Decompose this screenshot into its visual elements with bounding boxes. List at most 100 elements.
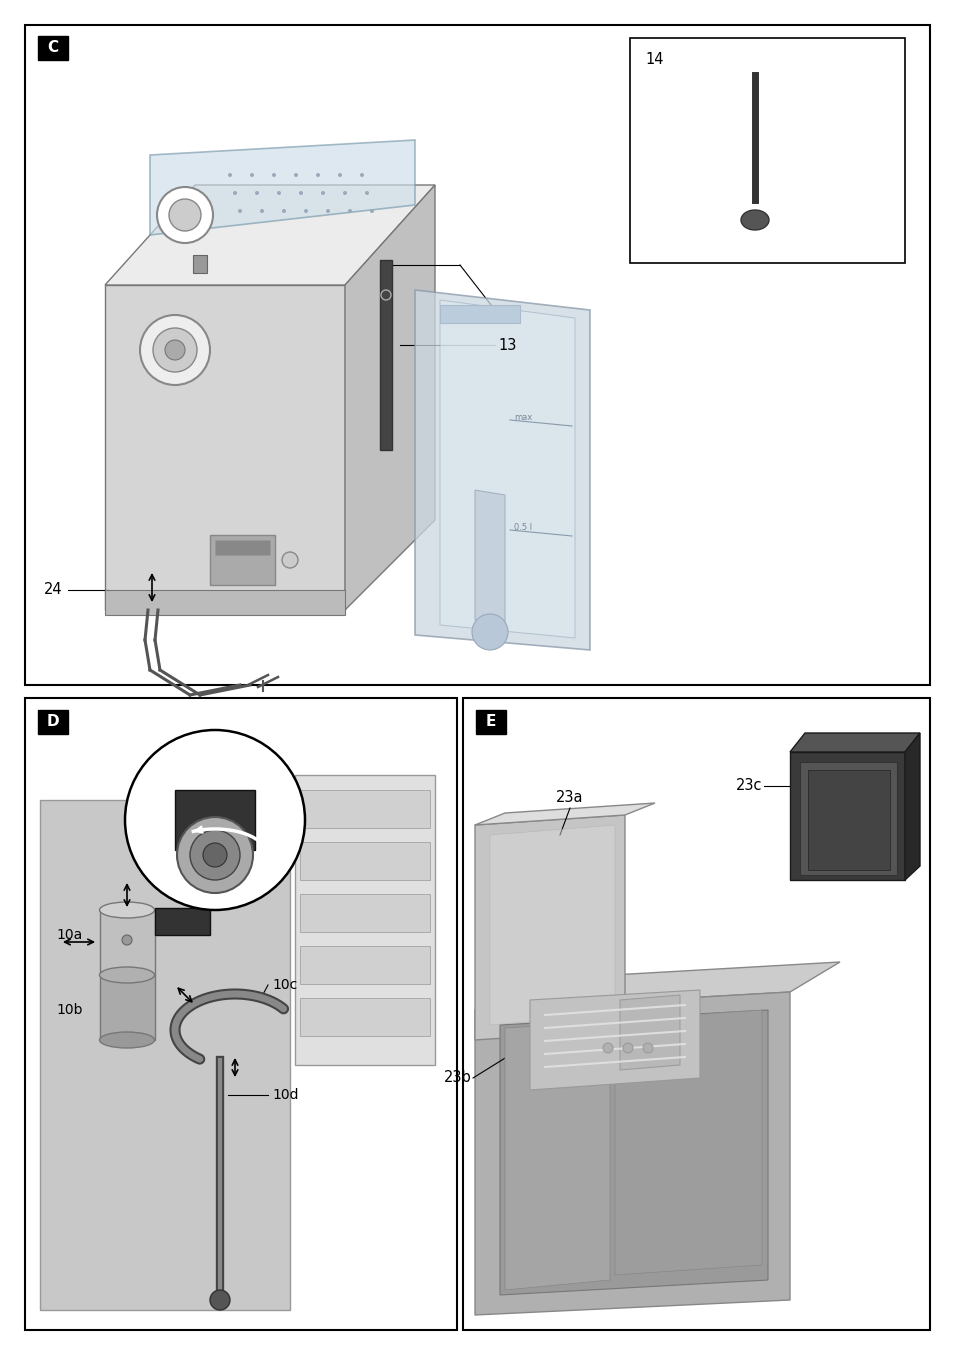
- Circle shape: [210, 1290, 230, 1311]
- Circle shape: [370, 209, 374, 213]
- Circle shape: [237, 209, 242, 213]
- Circle shape: [320, 191, 325, 195]
- Bar: [25, 24, 929, 685]
- Circle shape: [203, 844, 227, 867]
- Circle shape: [276, 191, 281, 195]
- Polygon shape: [615, 1010, 761, 1275]
- Polygon shape: [100, 975, 154, 1040]
- Circle shape: [472, 613, 507, 650]
- Polygon shape: [904, 733, 919, 880]
- Bar: [210, 535, 274, 585]
- Circle shape: [233, 191, 236, 195]
- Bar: [193, 255, 207, 274]
- Text: 0.5 l: 0.5 l: [514, 524, 532, 532]
- Circle shape: [152, 328, 196, 372]
- Circle shape: [177, 816, 253, 894]
- Polygon shape: [105, 590, 345, 615]
- Polygon shape: [154, 909, 210, 936]
- Polygon shape: [475, 815, 624, 1040]
- Circle shape: [254, 191, 258, 195]
- Bar: [38, 709, 68, 734]
- Polygon shape: [475, 490, 504, 626]
- Polygon shape: [789, 751, 904, 880]
- Ellipse shape: [99, 967, 154, 983]
- Polygon shape: [475, 992, 789, 1315]
- Bar: [299, 998, 430, 1036]
- Polygon shape: [105, 185, 435, 284]
- Polygon shape: [490, 825, 615, 1025]
- Text: 13: 13: [497, 337, 516, 352]
- Circle shape: [298, 191, 303, 195]
- Circle shape: [359, 173, 364, 177]
- Polygon shape: [100, 910, 154, 975]
- Bar: [299, 789, 430, 829]
- Text: D: D: [47, 715, 59, 730]
- Text: 24: 24: [44, 582, 63, 597]
- Circle shape: [365, 191, 369, 195]
- Text: 10b: 10b: [56, 1003, 82, 1017]
- Text: max: max: [514, 413, 532, 422]
- Ellipse shape: [740, 210, 768, 230]
- Polygon shape: [530, 990, 700, 1090]
- Polygon shape: [800, 762, 896, 875]
- Circle shape: [343, 191, 347, 195]
- Circle shape: [642, 1043, 652, 1053]
- Polygon shape: [789, 733, 919, 751]
- Text: 10d: 10d: [272, 1089, 298, 1102]
- Bar: [629, 38, 904, 263]
- Circle shape: [190, 830, 240, 880]
- Bar: [214, 540, 270, 555]
- Circle shape: [304, 209, 308, 213]
- Circle shape: [169, 199, 201, 232]
- Text: 23b: 23b: [444, 1071, 472, 1086]
- Text: C: C: [48, 41, 58, 56]
- Polygon shape: [174, 789, 254, 850]
- Circle shape: [122, 936, 132, 945]
- Circle shape: [622, 1043, 633, 1053]
- Circle shape: [228, 173, 232, 177]
- Circle shape: [294, 173, 297, 177]
- Circle shape: [260, 209, 264, 213]
- Polygon shape: [439, 301, 575, 638]
- Circle shape: [282, 552, 297, 567]
- Text: 14: 14: [644, 53, 662, 68]
- Circle shape: [165, 340, 185, 360]
- Polygon shape: [345, 185, 435, 611]
- Circle shape: [326, 209, 330, 213]
- Polygon shape: [150, 139, 415, 236]
- Text: 10c: 10c: [272, 978, 297, 992]
- Bar: [462, 699, 929, 1330]
- Polygon shape: [499, 1010, 767, 1294]
- Polygon shape: [475, 961, 840, 1010]
- Bar: [299, 946, 430, 984]
- Polygon shape: [475, 803, 655, 825]
- Ellipse shape: [99, 902, 154, 918]
- Text: 23a: 23a: [556, 789, 583, 804]
- Bar: [299, 894, 430, 932]
- Circle shape: [157, 187, 213, 242]
- Ellipse shape: [99, 1032, 154, 1048]
- Bar: [294, 774, 435, 1066]
- Text: E: E: [485, 715, 496, 730]
- Circle shape: [272, 173, 275, 177]
- Circle shape: [315, 173, 319, 177]
- Polygon shape: [379, 260, 392, 450]
- Polygon shape: [40, 800, 290, 1311]
- Circle shape: [282, 209, 286, 213]
- Bar: [38, 37, 68, 60]
- Polygon shape: [619, 995, 679, 1070]
- Circle shape: [140, 315, 210, 385]
- Circle shape: [602, 1043, 613, 1053]
- Bar: [299, 842, 430, 880]
- Bar: [476, 709, 505, 734]
- Polygon shape: [504, 1022, 609, 1290]
- Polygon shape: [415, 290, 589, 650]
- Polygon shape: [807, 770, 889, 871]
- Polygon shape: [105, 284, 345, 611]
- Text: 10a: 10a: [56, 927, 82, 942]
- Bar: [25, 699, 456, 1330]
- Circle shape: [125, 730, 305, 910]
- Circle shape: [337, 173, 341, 177]
- Circle shape: [348, 209, 352, 213]
- Bar: [439, 305, 519, 324]
